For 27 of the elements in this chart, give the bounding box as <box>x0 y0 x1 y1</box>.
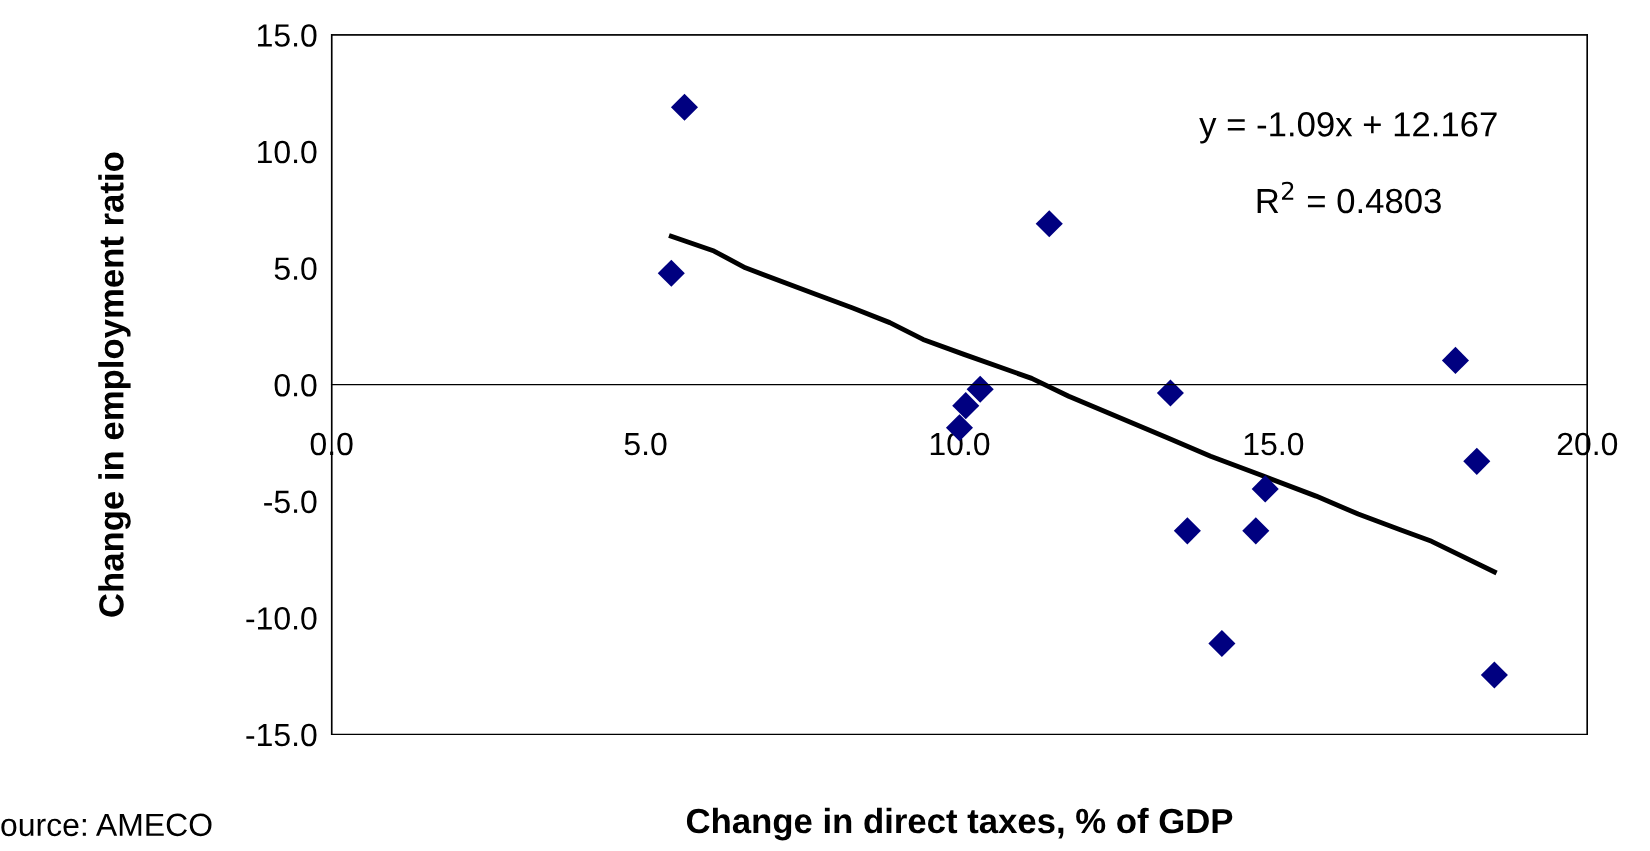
point <box>966 375 994 403</box>
point <box>1242 517 1270 545</box>
x-tick-label: 5.0 <box>624 432 667 456</box>
point <box>670 93 699 121</box>
y-tick-label: 0.0 <box>274 373 317 397</box>
point <box>657 259 685 287</box>
point <box>1173 517 1201 545</box>
y-tick-label: -10.0 <box>246 607 317 630</box>
point <box>1463 447 1491 475</box>
y-tick-label: -15.0 <box>246 723 317 747</box>
y-tick-label: 10.0 <box>258 140 317 164</box>
x-axis-title: Change in direct taxes, % of GDP <box>686 807 1233 841</box>
point <box>1441 346 1469 374</box>
y-tick-label: -5.0 <box>264 490 317 514</box>
point <box>1208 629 1236 658</box>
point <box>952 392 980 420</box>
annotation: R$^{2}$ = 0.4803 <box>1257 181 1441 214</box>
annotation: y = -1.09x + 12.167 <box>1199 112 1497 144</box>
point <box>1251 475 1279 503</box>
text: ource: AMECO <box>1 813 212 837</box>
x-tick-label: 15.0 <box>1244 432 1304 456</box>
y-tick-label: 5.0 <box>274 257 317 280</box>
point <box>1035 210 1063 238</box>
y-axis-title: Change in employment ratio <box>98 152 131 617</box>
point <box>1480 661 1508 689</box>
point <box>1156 379 1184 407</box>
y-tick-label: 15.0 <box>258 24 317 47</box>
